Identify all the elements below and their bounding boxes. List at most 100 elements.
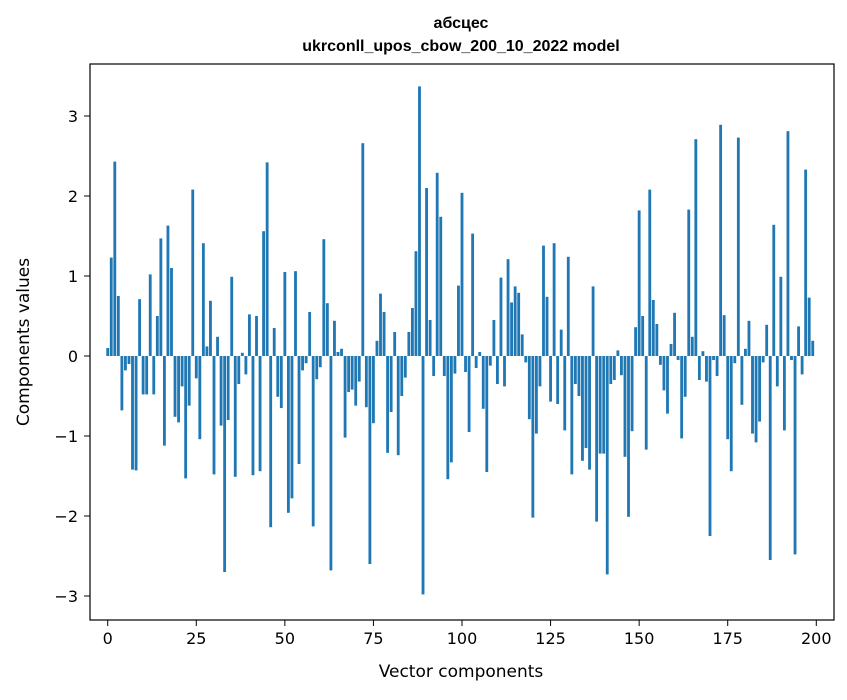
bar <box>304 356 308 364</box>
bar <box>308 312 312 356</box>
bar <box>612 356 616 380</box>
bar <box>336 352 340 356</box>
bar <box>396 356 400 456</box>
bar <box>279 356 283 408</box>
bar <box>488 356 492 366</box>
bar <box>786 131 790 356</box>
bar <box>329 356 333 571</box>
bar <box>797 326 800 356</box>
bar <box>570 356 574 475</box>
bar <box>453 356 457 374</box>
bar <box>655 324 659 356</box>
bar <box>350 356 354 390</box>
bar <box>634 327 638 356</box>
bar <box>471 233 475 356</box>
bar <box>736 137 740 356</box>
bar <box>744 348 747 356</box>
bar <box>418 86 421 357</box>
bar <box>662 356 666 391</box>
bar <box>386 356 390 453</box>
bar <box>428 320 432 356</box>
bar <box>364 356 368 408</box>
bar <box>155 316 159 356</box>
bar <box>318 356 322 368</box>
bar <box>201 243 205 356</box>
bar <box>191 189 195 356</box>
bar <box>694 139 698 356</box>
bar <box>719 124 723 356</box>
bar <box>233 356 237 477</box>
bar <box>637 210 641 356</box>
bar <box>265 162 269 356</box>
bar <box>166 225 170 356</box>
bar <box>563 356 567 431</box>
bar <box>510 302 514 356</box>
plot-frame <box>89 63 835 621</box>
bar <box>666 356 669 414</box>
bar <box>747 320 751 356</box>
bar <box>701 351 705 356</box>
bar <box>524 356 528 363</box>
bar <box>375 340 379 356</box>
bar <box>237 356 241 384</box>
bar <box>421 356 425 595</box>
bar <box>616 350 620 356</box>
bar <box>460 192 464 356</box>
bar <box>506 259 510 356</box>
bar <box>226 356 230 420</box>
bar <box>361 143 365 356</box>
bar <box>641 316 645 356</box>
bar <box>262 231 266 356</box>
bar <box>708 356 712 536</box>
bar <box>368 356 372 564</box>
bar <box>301 356 304 371</box>
bar <box>485 356 489 472</box>
bar <box>779 276 783 356</box>
bar <box>517 292 521 356</box>
bar <box>372 356 375 424</box>
y-tick-label: −3 <box>54 587 78 606</box>
bar <box>219 356 223 426</box>
x-axis-ticks: 0 25 50 75 100 125 150 175 200 <box>103 620 832 648</box>
bar <box>170 268 173 356</box>
y-tick-label: 3 <box>68 107 78 126</box>
bar <box>790 356 793 360</box>
x-axis-label: Vector components <box>379 662 544 682</box>
bar <box>573 356 577 384</box>
bar <box>184 356 188 479</box>
bar <box>209 300 212 356</box>
bar <box>609 356 613 384</box>
bar <box>134 356 138 471</box>
bar <box>680 356 684 439</box>
bar <box>173 356 177 417</box>
bar <box>768 356 772 560</box>
y-tick-label: 0 <box>68 347 78 366</box>
bar <box>113 161 117 356</box>
bar <box>758 356 762 422</box>
bar <box>435 172 439 356</box>
bar <box>503 356 506 387</box>
bar <box>347 356 351 392</box>
x-tick-label: 200 <box>801 629 832 648</box>
bar <box>223 356 227 572</box>
bar <box>492 320 496 356</box>
bar <box>584 356 588 448</box>
bar <box>651 300 655 356</box>
bar <box>449 356 453 463</box>
bar <box>230 276 234 356</box>
bar <box>357 356 361 382</box>
y-tick-label: −1 <box>54 427 78 446</box>
bar <box>520 334 524 356</box>
bar <box>705 356 708 382</box>
bar <box>141 356 145 395</box>
bar <box>414 251 418 356</box>
bar <box>152 356 156 395</box>
bar <box>240 352 244 356</box>
bar <box>669 344 673 356</box>
bar <box>116 296 120 356</box>
x-tick-label: 175 <box>712 629 743 648</box>
bar <box>212 356 216 475</box>
bar <box>775 356 779 387</box>
y-tick-label: 2 <box>68 187 78 206</box>
bar <box>294 271 297 356</box>
